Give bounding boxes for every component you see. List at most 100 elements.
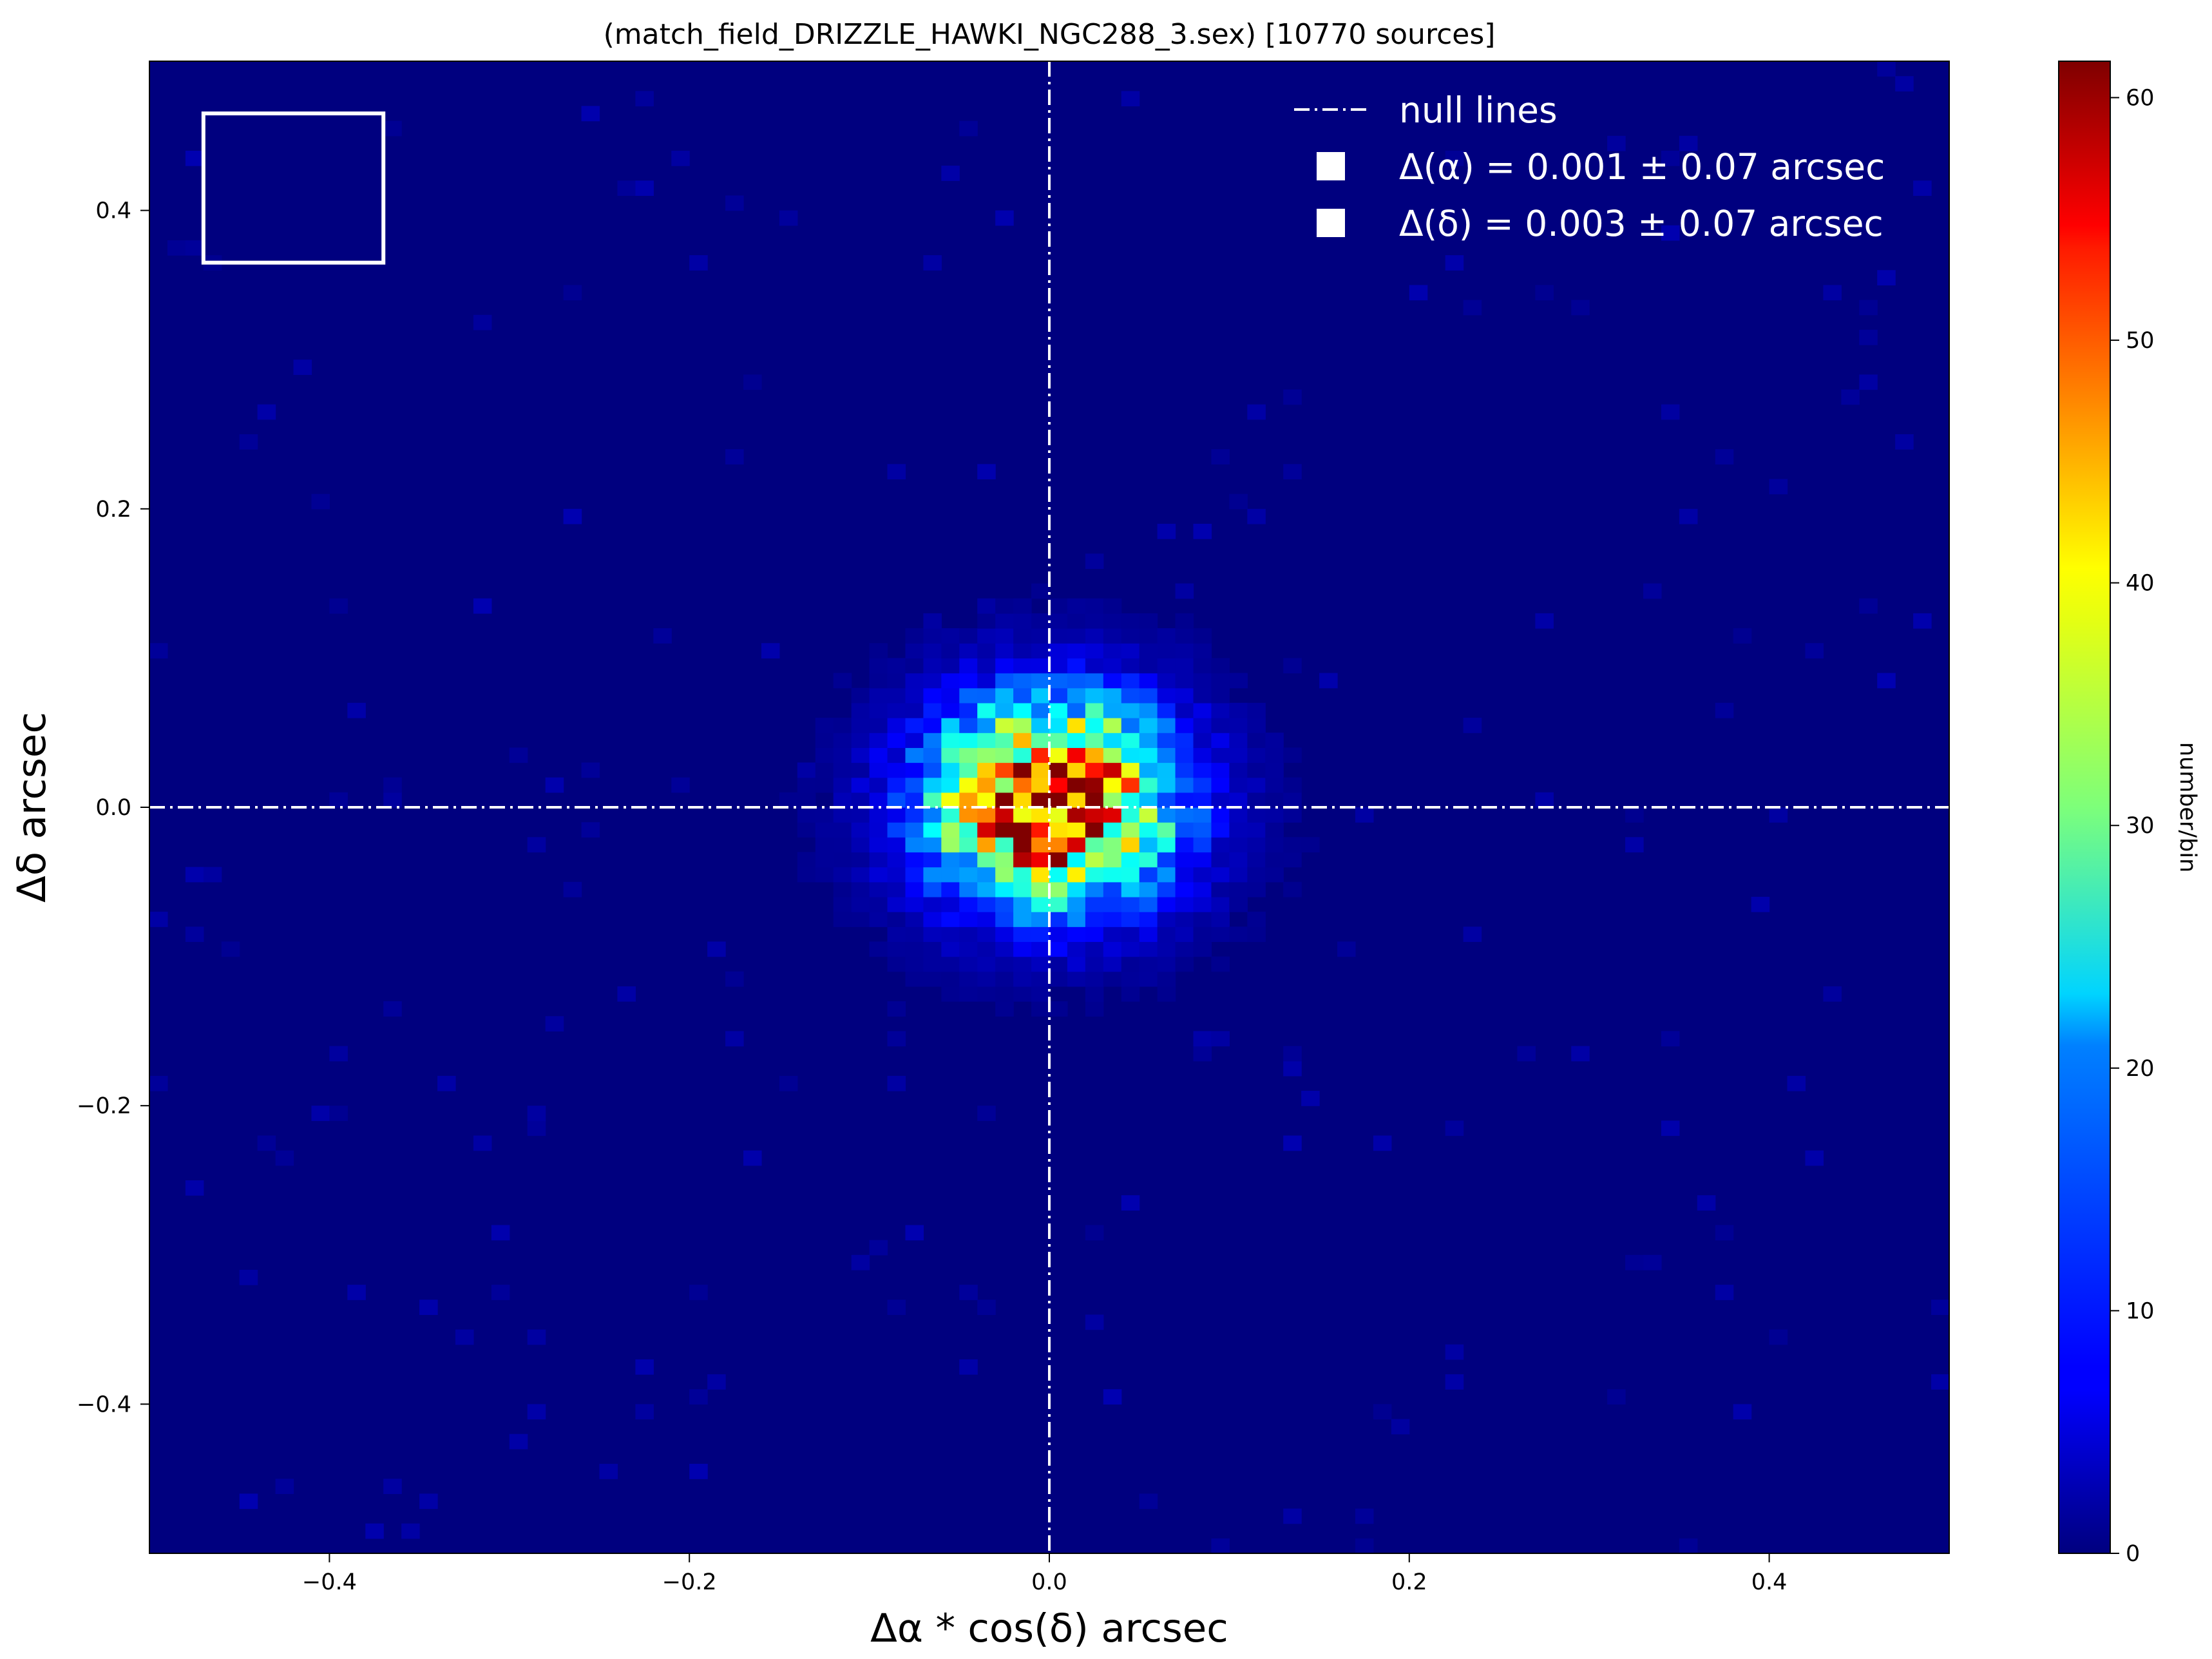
histogram-bin — [1265, 777, 1284, 793]
histogram-bin — [1283, 1135, 1302, 1151]
histogram-bin — [833, 867, 852, 883]
histogram-bin — [1697, 1195, 1716, 1211]
x-tick-label: −0.2 — [662, 1569, 717, 1595]
histogram-bin — [1715, 702, 1734, 718]
histogram-bin — [1175, 881, 1194, 897]
histogram-bin — [635, 1359, 654, 1375]
histogram-bin — [1805, 1150, 1824, 1166]
histogram-bin — [905, 926, 924, 943]
histogram-bin — [941, 762, 960, 778]
histogram-bin — [941, 807, 960, 823]
histogram-bin — [473, 1135, 492, 1151]
histogram-bin — [995, 1001, 1014, 1017]
histogram-bin — [959, 807, 978, 823]
histogram-bin — [1157, 837, 1176, 853]
histogram-bin — [1193, 628, 1212, 644]
histogram-bin — [1067, 896, 1086, 912]
histogram-bin — [1229, 837, 1248, 853]
histogram-bin — [1643, 583, 1662, 599]
histogram-bin — [1139, 1493, 1158, 1510]
histogram-bin — [1157, 673, 1176, 689]
histogram-bin — [959, 941, 978, 957]
histogram-bin — [1823, 285, 1842, 301]
histogram-bin — [1859, 329, 1878, 345]
histogram-bin — [563, 508, 582, 524]
histogram-bin — [1085, 658, 1104, 674]
histogram-bin — [941, 673, 960, 689]
histogram-bin — [1031, 941, 1050, 957]
histogram-bin — [1247, 733, 1266, 748]
histogram-bin — [905, 658, 924, 674]
y-tick-label: 0.2 — [95, 497, 131, 523]
histogram-bin — [311, 494, 330, 510]
histogram-bin — [1121, 628, 1140, 644]
histogram-bin — [1535, 792, 1554, 808]
histogram-bin — [1193, 702, 1212, 718]
histogram-bin — [887, 777, 906, 793]
histogram-bin — [1085, 852, 1104, 868]
histogram-bin — [869, 941, 888, 957]
histogram-bin — [545, 777, 564, 793]
histogram-bin — [1031, 986, 1050, 1002]
histogram-bin — [1175, 613, 1194, 629]
histogram-bin — [1049, 702, 1068, 718]
histogram-bin — [1715, 1225, 1734, 1241]
histogram-bin — [1085, 613, 1104, 629]
histogram-bin — [1031, 896, 1050, 912]
colorbar-tick-label: 50 — [2126, 328, 2155, 354]
histogram-bin — [869, 822, 888, 838]
histogram-bin — [329, 1046, 348, 1062]
histogram-bin — [1139, 852, 1158, 868]
histogram-bin — [869, 687, 888, 704]
colorbar — [2058, 61, 2111, 1554]
histogram-bin — [1769, 1329, 1788, 1345]
histogram-bin — [491, 1285, 510, 1300]
histogram-bin — [1229, 673, 1248, 689]
histogram-bin — [995, 658, 1014, 674]
histogram-bin — [1049, 867, 1068, 883]
histogram-bin — [1013, 971, 1032, 987]
histogram-bin — [617, 180, 636, 197]
histogram-bin — [1139, 673, 1158, 689]
histogram-bin — [941, 166, 960, 181]
histogram-bin — [887, 1001, 906, 1017]
histogram-bin — [347, 702, 366, 718]
histogram-bin — [1067, 718, 1086, 733]
histogram-bin — [725, 195, 744, 211]
histogram-bin — [1877, 270, 1896, 285]
histogram-bin — [1157, 852, 1176, 868]
histogram-bin — [869, 807, 888, 823]
histogram-bin — [977, 733, 996, 748]
histogram-bin — [1049, 807, 1068, 823]
histogram-bin — [1067, 658, 1086, 674]
histogram-bin — [1211, 837, 1230, 853]
histogram-bin — [1229, 926, 1248, 943]
histogram-bin — [1085, 867, 1104, 883]
histogram-bin — [1157, 956, 1176, 972]
histogram-bin — [1067, 912, 1086, 927]
histogram-bin — [977, 926, 996, 943]
histogram-bin — [1175, 837, 1194, 853]
histogram-bin — [869, 777, 888, 793]
histogram-bin — [1463, 300, 1482, 316]
histogram-bin — [887, 673, 906, 689]
histogram-bin — [1193, 792, 1212, 808]
histogram-bin — [887, 762, 906, 778]
histogram-bin — [635, 91, 654, 107]
histogram-bin — [1247, 404, 1266, 420]
histogram-bin — [959, 867, 978, 883]
histogram-bin — [1715, 449, 1734, 465]
histogram-bin — [1175, 852, 1194, 868]
histogram-bin — [1013, 628, 1032, 644]
histogram-bin — [1139, 687, 1158, 704]
histogram-bin — [1067, 702, 1086, 718]
y-tick-label: −0.2 — [77, 1093, 131, 1119]
histogram-bin — [1661, 404, 1680, 420]
histogram-bin — [851, 733, 870, 748]
histogram-bin — [923, 762, 942, 778]
histogram-bin — [833, 733, 852, 748]
histogram-bin — [1139, 613, 1158, 629]
histogram-bin — [1103, 792, 1122, 808]
histogram-bin — [905, 687, 924, 704]
